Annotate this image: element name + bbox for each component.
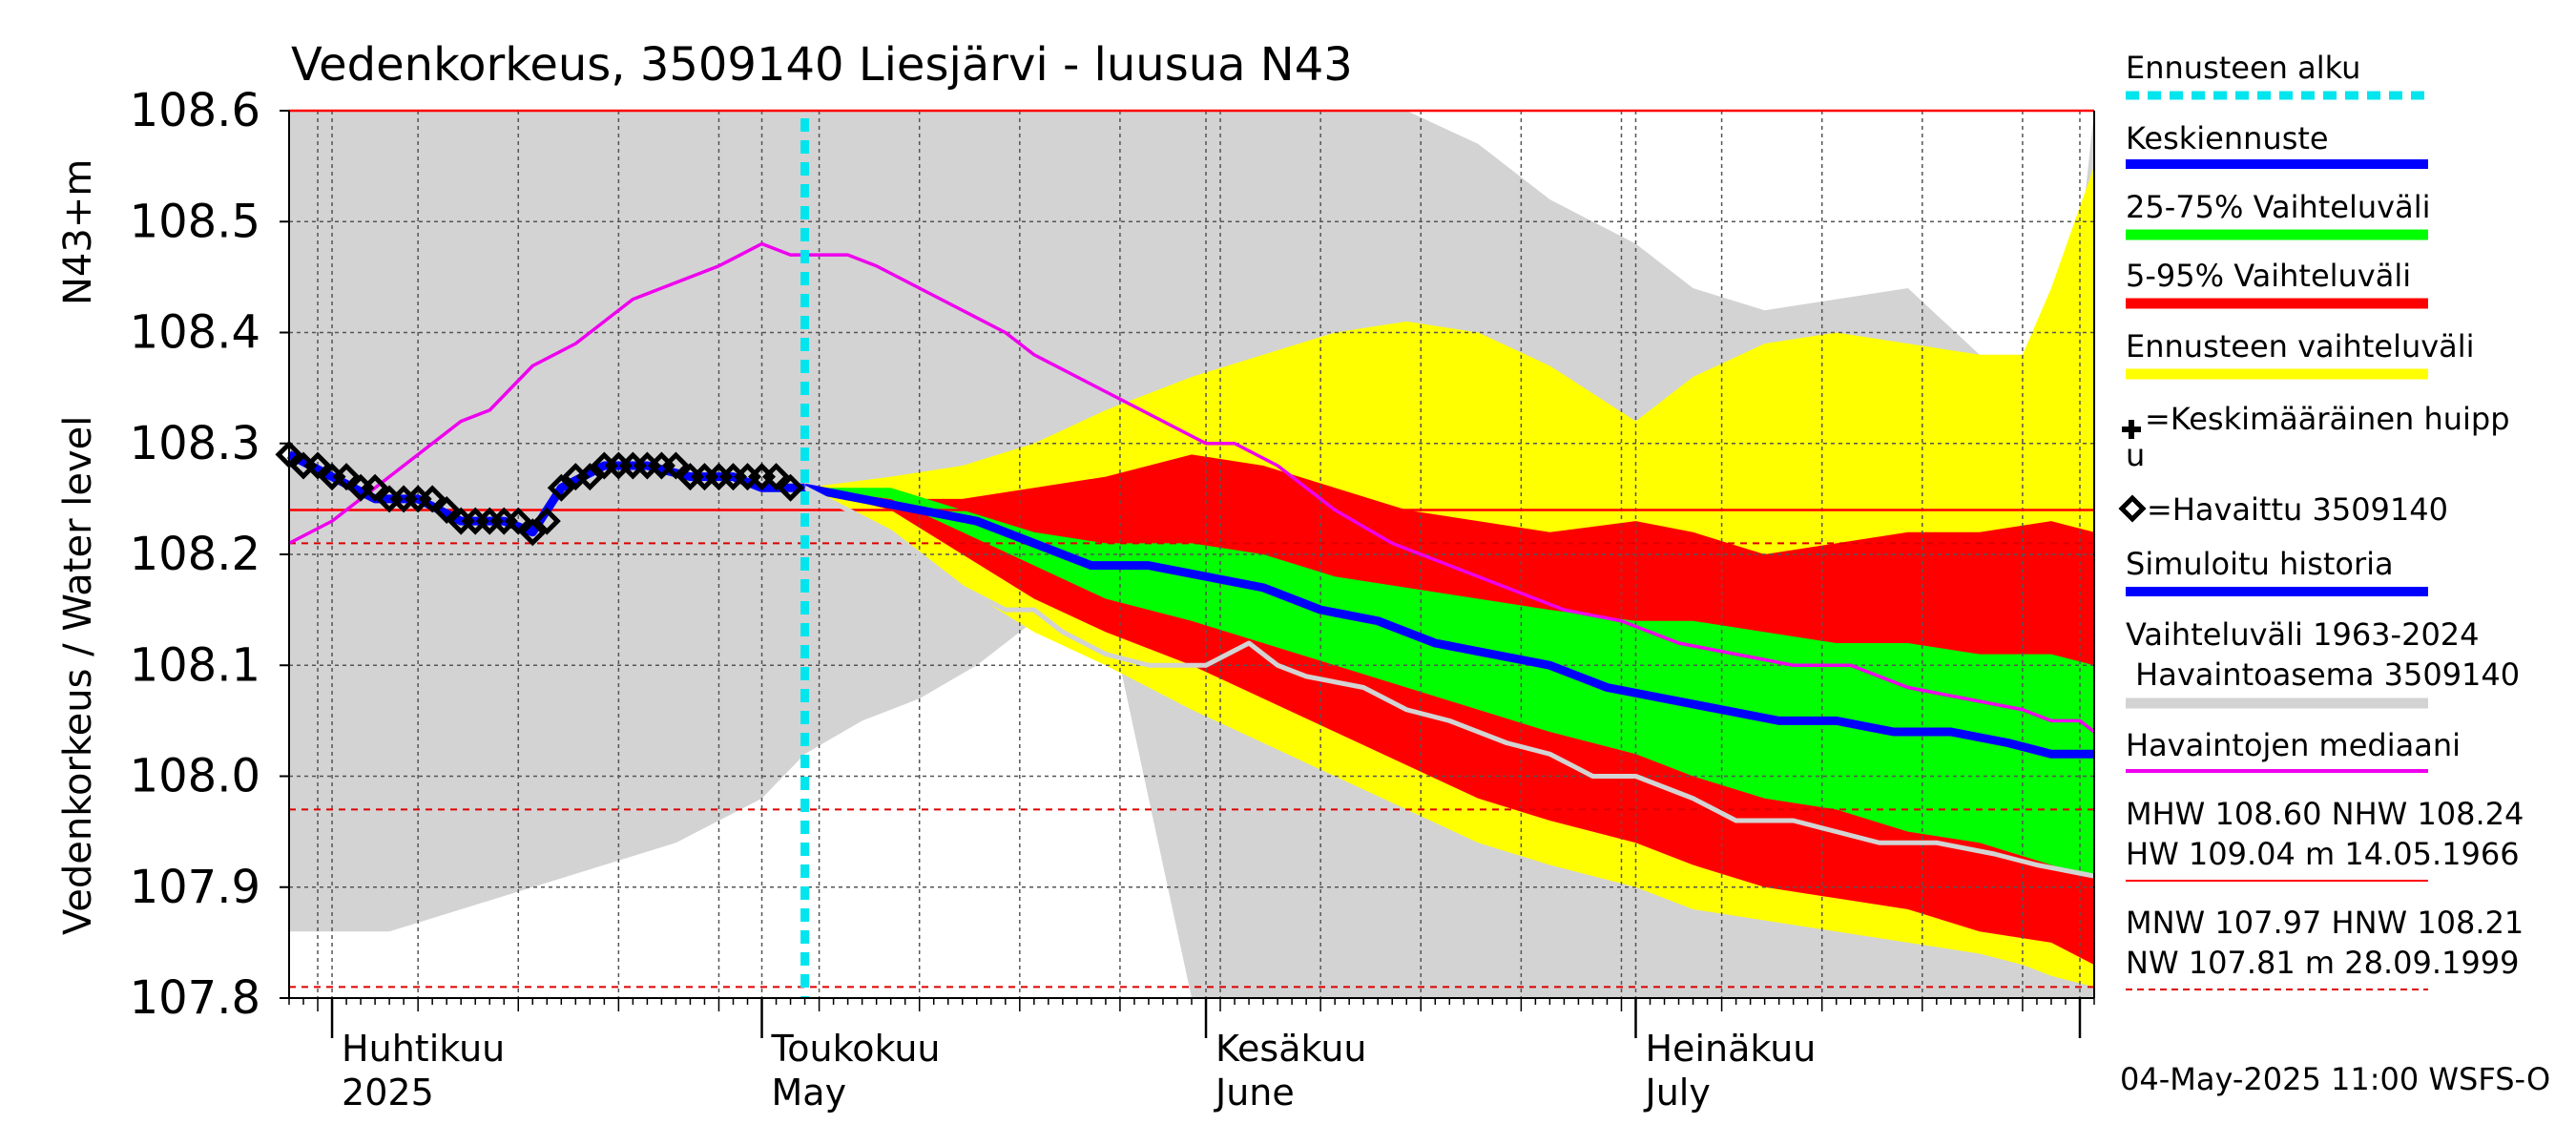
- y-tick-label: 108.1: [130, 638, 260, 692]
- y-tick-label: 108.6: [130, 84, 260, 137]
- legend: Ennusteen alku Keskiennuste 25-75% Vaiht…: [2118, 50, 2550, 1097]
- legend-observed-label: =Havaittu 3509140: [2147, 491, 2448, 528]
- y-tick-label: 108.4: [130, 306, 260, 360]
- legend-peak-label: =Keskimääräinen huipp: [2145, 401, 2510, 437]
- y-tick-label: 107.8: [130, 971, 260, 1025]
- legend-simulated-label: Simuloitu historia: [2126, 546, 2394, 582]
- observed-point: [361, 473, 389, 502]
- y-tick-label: 107.9: [130, 861, 260, 914]
- legend-stats-mhw: MHW 108.60 NHW 108.24: [2126, 796, 2524, 832]
- observed-point: [418, 485, 447, 513]
- legend-diamond-icon: [2118, 494, 2147, 523]
- x-month-label-en: July: [1643, 1072, 1710, 1114]
- axes: 107.8 107.9 108.0 108.1 108.2 108.3 108.4 108.5…: [130, 84, 2095, 1114]
- x-month-label-fi: Heinäkuu: [1645, 1028, 1816, 1070]
- observed-point: [762, 463, 791, 491]
- history-analog-line: [803, 486, 2095, 879]
- x-month-label-fi: Toukokuu: [771, 1028, 941, 1070]
- legend-history-label-2: Havaintoasema 3509140: [2126, 656, 2520, 693]
- x-month-label-en: May: [772, 1072, 847, 1114]
- x-month-label-fi: Kesäkuu: [1215, 1028, 1367, 1070]
- legend-plus-icon: [2122, 420, 2141, 439]
- observed-point: [303, 451, 332, 480]
- legend-peak-label-cont: u: [2126, 437, 2145, 473]
- observed-point: [532, 507, 561, 535]
- observed-point: [332, 463, 361, 491]
- mean-forecast-line: [803, 483, 2094, 759]
- legend-forecast-start-label: Ennusteen alku: [2126, 50, 2360, 86]
- observed-point: [518, 518, 547, 547]
- observed-point: [504, 507, 532, 535]
- observed-point: [432, 495, 461, 525]
- timestamp-label: 04-May-2025 11:00 WSFS-O: [2120, 1061, 2550, 1097]
- observed-points: [275, 440, 805, 547]
- y-tick-label: 108.0: [130, 750, 260, 803]
- observed-point: [777, 473, 805, 502]
- legend-median-label: Havaintojen mediaani: [2126, 727, 2461, 763]
- y-tick-label: 108.5: [130, 195, 260, 248]
- legend-p5-95-label: 5-95% Vaihteluväli: [2126, 258, 2411, 294]
- y-axis-label: Vedenkorkeus / Water level: [56, 416, 100, 935]
- legend-stats-mnw: MNW 107.97 HNW 108.21: [2126, 905, 2524, 941]
- reference-lines: [289, 109, 2094, 989]
- chart-title: Vedenkorkeus, 3509140 Liesjärvi - luusua…: [291, 38, 1353, 92]
- y-tick-label: 108.2: [130, 528, 260, 581]
- legend-stats-hw: HW 109.04 m 14.05.1966: [2126, 836, 2520, 872]
- band-25-75: [804, 488, 2094, 877]
- median-line: [288, 241, 2096, 734]
- legend-history-label: Vaihteluväli 1963-2024: [2126, 616, 2480, 653]
- legend-keskiennuste-label: Keskiennuste: [2126, 120, 2329, 156]
- observed-point: [547, 473, 575, 502]
- x-month-label-fi: Huhtikuu: [342, 1028, 505, 1070]
- y-tick-label: 108.3: [130, 417, 260, 470]
- x-month-label-en: June: [1214, 1072, 1295, 1114]
- x-month-label-en: 2025: [342, 1072, 434, 1114]
- legend-stats-nw: NW 107.81 m 28.09.1999: [2126, 945, 2519, 981]
- observed-point: [661, 451, 690, 480]
- y-axis-unit: N43+m: [56, 159, 100, 305]
- legend-forecast-range-label: Ennusteen vaihteluväli: [2126, 328, 2475, 364]
- legend-p25-75-label: 25-75% Vaihteluväli: [2126, 189, 2430, 225]
- observed-point: [575, 463, 604, 491]
